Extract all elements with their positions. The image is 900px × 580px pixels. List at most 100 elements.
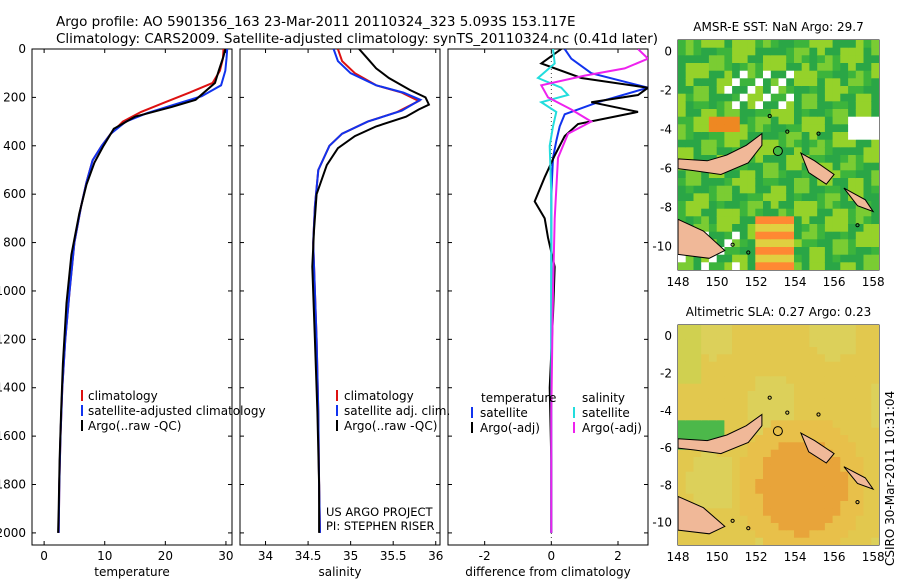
map-cell bbox=[763, 40, 772, 49]
map-cell bbox=[724, 224, 733, 233]
map-cell bbox=[755, 178, 764, 187]
map-cell bbox=[778, 391, 787, 399]
map-cell bbox=[832, 339, 841, 348]
map-cell bbox=[817, 247, 826, 256]
map-cell bbox=[794, 70, 803, 79]
temperature-line-argo-raw-qc- bbox=[57, 49, 227, 533]
map-cell bbox=[770, 537, 780, 545]
map-cell bbox=[724, 369, 733, 377]
map-cell bbox=[739, 208, 749, 217]
map-cell bbox=[817, 347, 826, 355]
map-cell bbox=[685, 132, 694, 141]
map-cell bbox=[755, 247, 764, 256]
map-cell bbox=[809, 185, 818, 194]
map-cell bbox=[747, 347, 756, 355]
map-cell bbox=[848, 427, 857, 436]
map-cell bbox=[701, 479, 710, 487]
map-cell bbox=[763, 530, 772, 539]
map-cell bbox=[732, 193, 741, 202]
map-cell bbox=[832, 86, 841, 95]
map-cell bbox=[755, 109, 764, 118]
map-cell bbox=[755, 435, 764, 443]
map-cell bbox=[801, 515, 810, 524]
map-cell bbox=[770, 501, 780, 509]
map-cell bbox=[693, 435, 702, 443]
map-cell bbox=[840, 515, 849, 524]
map-cell bbox=[863, 471, 872, 480]
map-cell bbox=[708, 40, 718, 49]
map-cell bbox=[716, 457, 725, 465]
map-cell bbox=[801, 116, 810, 125]
map-cell bbox=[809, 40, 818, 49]
map-cell bbox=[832, 471, 841, 480]
map-cell bbox=[840, 116, 849, 125]
map-cell bbox=[840, 420, 849, 429]
map-cell bbox=[732, 239, 741, 248]
map-cell bbox=[832, 254, 841, 263]
map-cell bbox=[832, 47, 841, 56]
map-cell bbox=[848, 139, 857, 148]
map-cell bbox=[817, 493, 826, 502]
map-cell bbox=[685, 178, 694, 187]
map-cell bbox=[832, 147, 841, 156]
land-polygon bbox=[678, 132, 763, 176]
map-cell bbox=[801, 325, 810, 333]
map-cell bbox=[848, 493, 857, 502]
sla_map-xtick-label: 158 bbox=[862, 550, 885, 564]
map-cell bbox=[817, 339, 826, 348]
map-cell bbox=[732, 139, 741, 148]
map-cell bbox=[763, 201, 772, 210]
map-cell bbox=[693, 40, 702, 49]
map-cell bbox=[863, 139, 872, 148]
map-cell bbox=[794, 139, 803, 148]
map-cell bbox=[786, 501, 795, 509]
map-cell bbox=[809, 63, 818, 72]
map-cell bbox=[824, 354, 834, 363]
map-cell bbox=[763, 471, 772, 480]
map-cell bbox=[801, 464, 810, 473]
map-cell bbox=[786, 383, 795, 392]
map-cell bbox=[809, 354, 818, 363]
map-cell bbox=[840, 170, 849, 179]
map-cell bbox=[871, 449, 879, 458]
map-cell bbox=[794, 55, 803, 64]
map-cell bbox=[755, 486, 764, 495]
map-cell bbox=[678, 109, 687, 118]
map-cell bbox=[755, 185, 764, 194]
map-cell bbox=[678, 361, 687, 370]
map-cell bbox=[840, 508, 849, 517]
map-cell bbox=[693, 216, 702, 225]
map-cell bbox=[747, 208, 756, 217]
map-cell bbox=[739, 369, 749, 377]
map-cell bbox=[747, 231, 756, 240]
map-cell bbox=[824, 93, 834, 102]
map-cell bbox=[848, 464, 857, 473]
map-cell bbox=[863, 376, 872, 385]
map-cell bbox=[809, 147, 818, 156]
map-cell bbox=[809, 247, 818, 256]
map-cell bbox=[809, 471, 818, 480]
map-cell bbox=[832, 537, 841, 545]
map-cell bbox=[824, 537, 834, 545]
map-cell bbox=[840, 70, 849, 79]
map-cell bbox=[817, 427, 826, 436]
map-cell bbox=[716, 508, 725, 517]
map-cell bbox=[786, 427, 795, 436]
map-cell bbox=[778, 40, 787, 49]
map-cell bbox=[871, 178, 879, 187]
map-cell bbox=[832, 70, 841, 79]
map-cell bbox=[701, 193, 710, 202]
map-cell bbox=[832, 383, 841, 392]
map-cell bbox=[770, 464, 780, 473]
map-cell bbox=[824, 376, 834, 385]
sst_map-ytick-label: -8 bbox=[660, 201, 672, 215]
map-cell bbox=[678, 398, 687, 407]
map-cell bbox=[678, 376, 687, 385]
map-cell bbox=[685, 201, 694, 210]
map-cell bbox=[863, 147, 872, 156]
islet-outline bbox=[785, 410, 790, 415]
map-cell bbox=[747, 116, 756, 125]
difference-axis-label: difference from climatology bbox=[465, 565, 631, 579]
map-cell bbox=[724, 147, 733, 156]
map-cell bbox=[778, 413, 787, 421]
